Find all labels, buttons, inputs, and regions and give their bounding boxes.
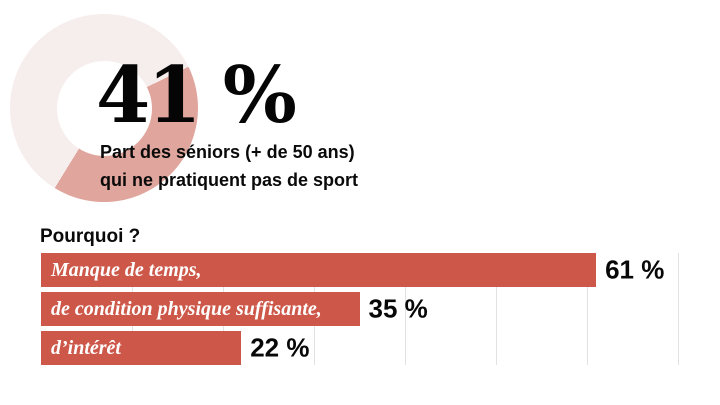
bar-value: 35 % xyxy=(368,293,428,324)
chart-bars: Manque de temps, 61 % de condition physi… xyxy=(41,253,701,365)
bar-row: Manque de temps, 61 % xyxy=(41,253,701,287)
bar-value: 22 % xyxy=(250,332,310,363)
stat-value: 41 % xyxy=(96,50,297,141)
gridline xyxy=(405,253,406,365)
bar-chart: Manque de temps, 61 % de condition physi… xyxy=(41,253,701,365)
bar-label: Manque de temps, xyxy=(51,258,202,281)
bar-interet: d’intérêt xyxy=(41,331,242,365)
bar-manque-de-temps: Manque de temps, xyxy=(41,253,597,287)
bar-condition-physique: de condition physique suffisante, xyxy=(41,292,360,326)
bar-row: de condition physique suffisante, 35 % xyxy=(41,292,701,326)
donut-hole xyxy=(56,60,152,156)
stat-caption-line1: Part des séniors (+ de 50 ans) xyxy=(100,142,355,162)
gridline xyxy=(678,253,679,365)
bar-row: d’intérêt 22 % xyxy=(41,331,701,365)
donut-chart xyxy=(10,14,198,202)
gridline xyxy=(587,253,588,365)
bar-value: 61 % xyxy=(605,254,665,285)
bar-label: d’intérêt xyxy=(51,336,121,359)
stat-caption-line2: qui ne pratiquent pas de sport xyxy=(100,170,359,190)
gridline xyxy=(496,253,497,365)
bar-chart-title: Pourquoi ? xyxy=(40,226,141,247)
stat-caption: Part des séniors (+ de 50 ans) qui ne pr… xyxy=(100,138,358,194)
bar-label: de condition physique suffisante, xyxy=(51,297,322,320)
